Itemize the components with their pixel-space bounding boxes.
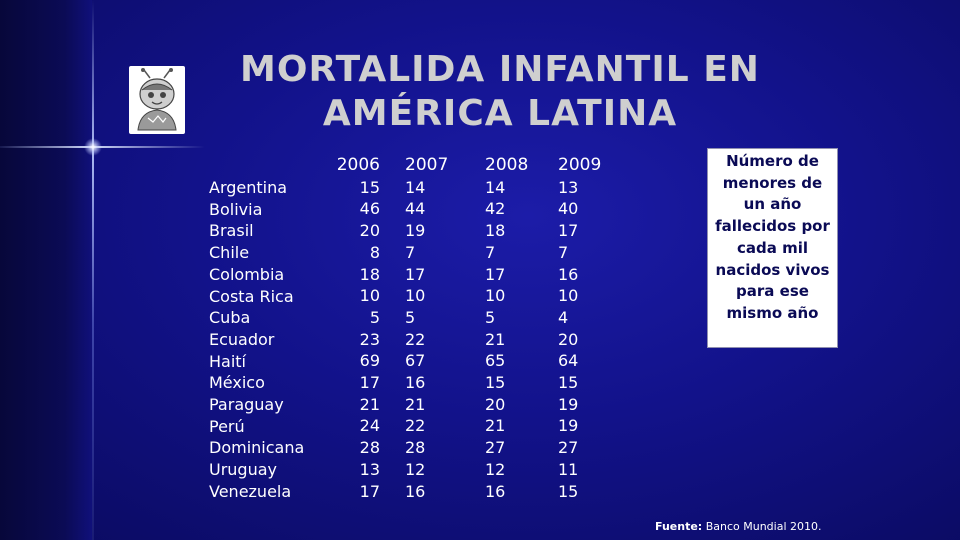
table-cell: 7	[405, 242, 416, 262]
table-cell: 14	[405, 177, 426, 197]
table-cell: 10	[359, 286, 380, 306]
country-label: Dominicana	[209, 438, 305, 458]
source-citation: Fuente: Banco Mundial 2010.	[655, 520, 822, 533]
table-cell: 21	[485, 416, 506, 436]
table-cell: 11	[558, 459, 579, 479]
table-cell: 46	[359, 199, 380, 219]
table-cell: 15	[485, 373, 506, 393]
country-label: México	[209, 373, 265, 393]
table-cell: 19	[558, 394, 579, 414]
table-cell: 21	[485, 329, 506, 349]
table-cell: 27	[485, 438, 506, 458]
table-cell: 14	[485, 177, 506, 197]
definition-note-box: Número de menores de un año fallecidos p…	[707, 148, 838, 348]
table-cell: 65	[485, 351, 506, 371]
table-cell: 67	[405, 351, 426, 371]
title-line-2: AMÉRICA LATINA	[322, 93, 678, 134]
country-label: Uruguay	[209, 460, 277, 480]
sparkle-icon	[84, 138, 102, 156]
table-cell: 17	[558, 221, 579, 241]
source-text: Banco Mundial 2010.	[705, 520, 822, 533]
country-label: Costa Rica	[209, 286, 294, 306]
decorative-vertical-line	[92, 0, 94, 540]
table-cell: 20	[359, 221, 380, 241]
left-band	[0, 0, 92, 540]
table-cell: 21	[405, 394, 426, 414]
table-cell: 24	[359, 416, 380, 436]
table-cell: 22	[405, 329, 426, 349]
table-cell: 4	[558, 307, 569, 327]
table-cell: 15	[558, 481, 579, 501]
table-cell: 18	[485, 221, 506, 241]
column-2006: 2006 15 46 20 8 18 10 5 23 69 17 21 24 2…	[330, 155, 380, 502]
table-cell: 69	[359, 351, 380, 371]
table-cell: 5	[405, 307, 416, 327]
country-label: Cuba	[209, 308, 251, 328]
table-cell: 20	[485, 394, 506, 414]
table-cell: 44	[405, 199, 426, 219]
table-cell: 16	[485, 481, 506, 501]
table-cell: 7	[558, 242, 569, 262]
country-label: Bolivia	[209, 199, 263, 219]
column-2007: 2007 14 44 19 7 17 10 5 22 67 16 21 22 2…	[405, 155, 455, 502]
table-cell: 12	[405, 459, 426, 479]
year-header: 2006	[336, 155, 380, 175]
table-cell: 5	[485, 307, 496, 327]
table-cell: 20	[558, 329, 579, 349]
source-label: Fuente:	[655, 520, 703, 533]
country-label: Brasil	[209, 221, 254, 241]
table-cell: 64	[558, 351, 579, 371]
table-cell: 7	[485, 242, 496, 262]
table-cell: 23	[359, 329, 380, 349]
table-cell: 10	[405, 286, 426, 306]
country-label: Haití	[209, 351, 246, 371]
table-cell: 10	[485, 286, 506, 306]
table-cell: 15	[359, 177, 380, 197]
table-cell: 21	[359, 394, 380, 414]
table-cell: 8	[369, 242, 380, 262]
table-cell: 16	[405, 373, 426, 393]
table-cell: 15	[558, 373, 579, 393]
table-cell: 17	[405, 264, 426, 284]
year-header: 2007	[405, 155, 449, 175]
table-cell: 28	[359, 438, 380, 458]
column-2008: 2008 14 42 18 7 17 10 5 21 65 15 20 21 2…	[485, 155, 535, 502]
table-cell: 22	[405, 416, 426, 436]
country-label: Ecuador	[209, 329, 275, 349]
table-cell: 17	[359, 481, 380, 501]
country-label: Colombia	[209, 264, 285, 284]
title-line-1: MORTALIDA INFANTIL EN	[240, 49, 760, 90]
table-cell: 13	[558, 177, 579, 197]
year-header: 2008	[485, 155, 529, 175]
table-cell: 17	[359, 373, 380, 393]
table-cell: 19	[405, 221, 426, 241]
country-label: Paraguay	[209, 395, 284, 415]
table-cell: 12	[485, 459, 506, 479]
page-title: MORTALIDA INFANTIL EN AMÉRICA LATINA	[190, 48, 810, 136]
country-label: Venezuela	[209, 481, 292, 501]
table-cell: 19	[558, 416, 579, 436]
table-cell: 27	[558, 438, 579, 458]
table-cell: 10	[558, 286, 579, 306]
year-header: 2009	[558, 155, 602, 175]
table-cell: 16	[405, 481, 426, 501]
country-label: Chile	[209, 243, 250, 263]
table-cell: 17	[485, 264, 506, 284]
baby-mascot-icon	[129, 66, 185, 134]
table-cell: 28	[405, 438, 426, 458]
table-cell: 13	[359, 459, 380, 479]
country-label: Perú	[209, 416, 245, 436]
country-label: Argentina	[209, 178, 288, 197]
table-cell: 18	[359, 264, 380, 284]
table-cell: 16	[558, 264, 579, 284]
table-cell: 42	[485, 199, 506, 219]
table-cell: 40	[558, 199, 579, 219]
country-list: Argentina Bolivia Brasil Chile Colombia …	[209, 177, 304, 503]
column-2009: 2009 13 40 17 7 16 10 4 20 64 15 19 19 2…	[558, 155, 608, 502]
decorative-horizontal-line	[0, 146, 205, 148]
table-cell: 5	[369, 307, 380, 327]
